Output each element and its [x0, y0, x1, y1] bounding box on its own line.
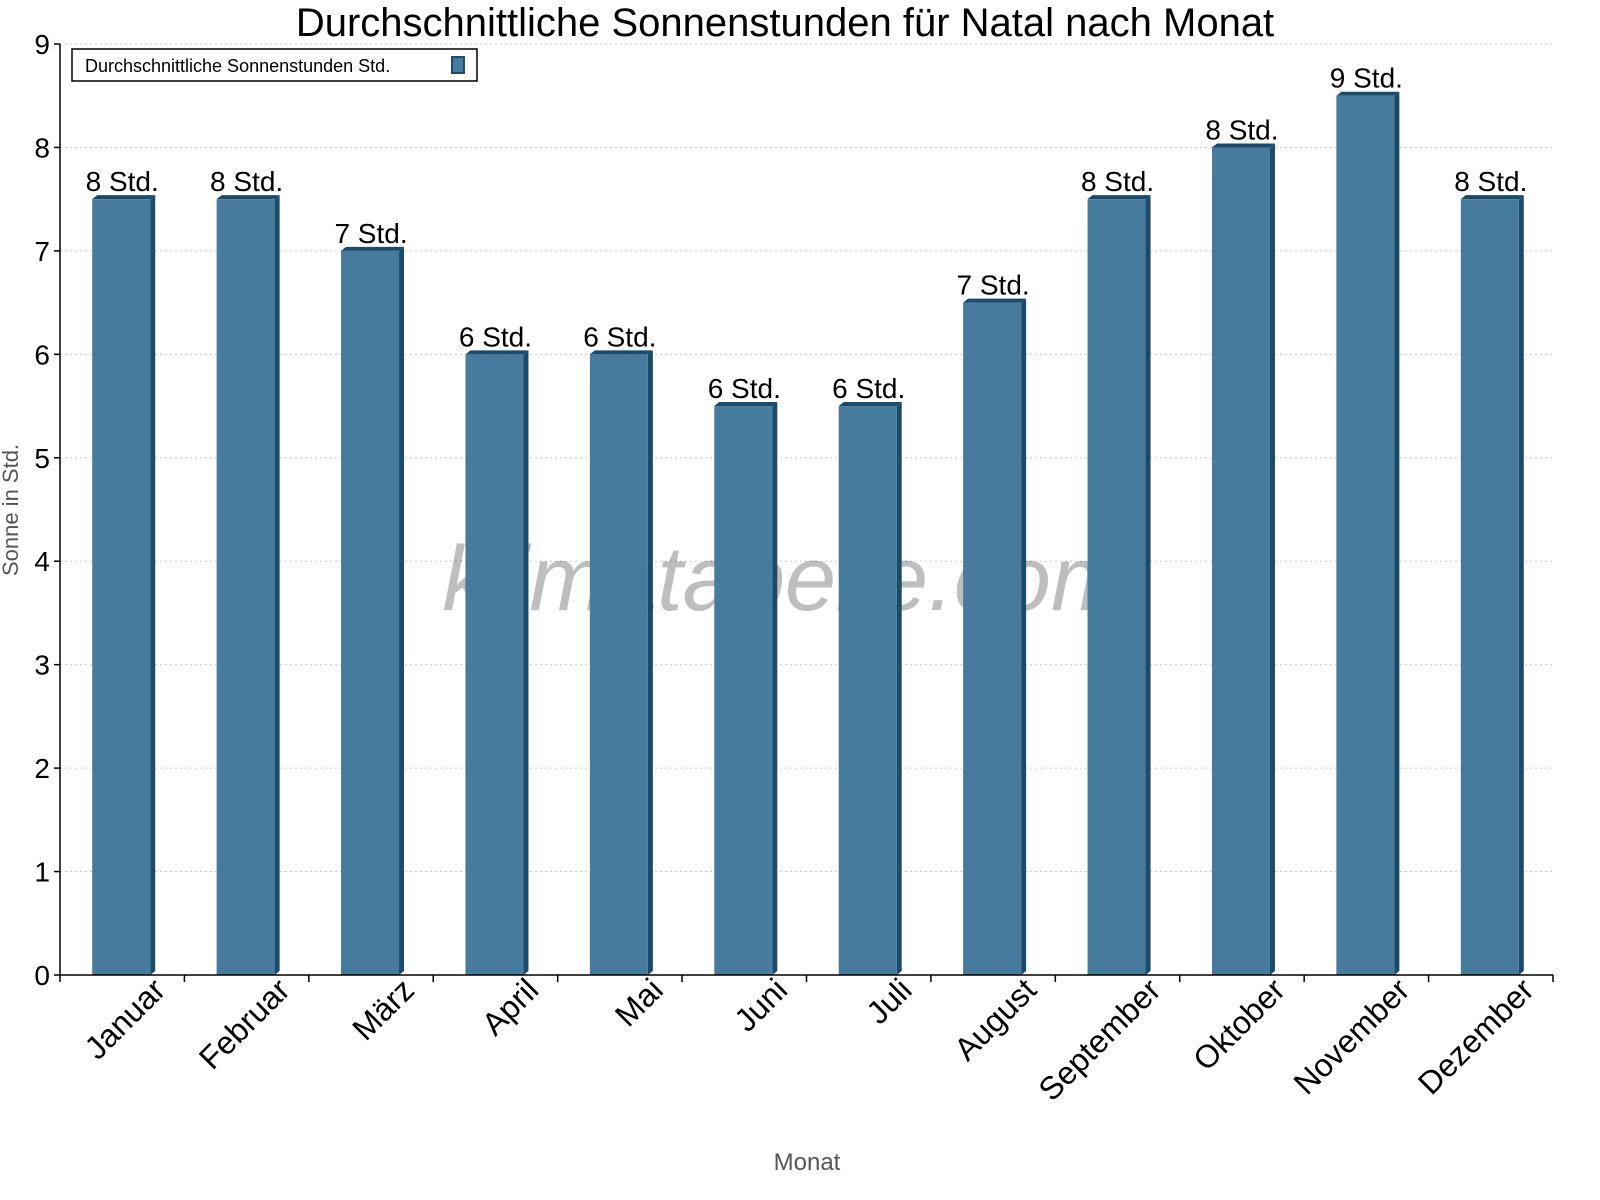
- bar-side: [1021, 298, 1027, 976]
- bar-side: [647, 350, 653, 975]
- bar: [838, 406, 897, 975]
- x-axis-title: Monat: [774, 1149, 841, 1176]
- bar-top: [92, 195, 156, 200]
- y-tick-label: 5: [34, 443, 50, 474]
- x-tick-label: September: [1031, 971, 1167, 1107]
- y-tick-label: 8: [34, 132, 50, 163]
- bar-top: [1460, 195, 1524, 200]
- bar: [1460, 199, 1519, 975]
- x-tick-label: April: [475, 971, 546, 1042]
- bar-top: [963, 298, 1027, 303]
- x-tick-label: März: [345, 971, 421, 1047]
- bar: [714, 406, 773, 975]
- bar-side: [1269, 143, 1275, 975]
- bar: [1211, 147, 1270, 975]
- legend-swatch: [451, 56, 465, 74]
- data-label: 7 Std.: [334, 218, 407, 249]
- bar: [589, 354, 648, 975]
- data-label: 8 Std.: [210, 166, 283, 197]
- x-tick-label: Dezember: [1411, 971, 1541, 1101]
- bar-side: [274, 195, 280, 975]
- bar-top: [341, 246, 405, 251]
- bar-top: [216, 195, 280, 200]
- bar-top: [589, 350, 653, 355]
- data-label: 8 Std.: [1205, 114, 1278, 145]
- data-label: 9 Std.: [1330, 63, 1403, 94]
- data-label: 8 Std.: [86, 166, 159, 197]
- gridlines: [60, 43, 1553, 873]
- x-tick-label: Mai: [608, 971, 670, 1033]
- y-tick-label: 2: [34, 753, 50, 784]
- x-tick-label: August: [947, 971, 1043, 1067]
- data-label: 7 Std.: [957, 270, 1030, 301]
- y-tick-label: 4: [34, 546, 50, 577]
- legend: Durchschnittliche Sonnenstunden Std.: [71, 48, 478, 82]
- x-tick-label: Juli: [859, 971, 918, 1030]
- data-label: 6 Std.: [708, 373, 781, 404]
- bar-top: [465, 350, 529, 355]
- x-tick-label: Februar: [192, 971, 297, 1076]
- chart-title: Durchschnittliche Sonnenstunden für Nata…: [296, 1, 1274, 45]
- y-tick-label: 7: [34, 236, 50, 267]
- data-label: 8 Std.: [1454, 166, 1527, 197]
- bar-side: [772, 402, 778, 975]
- bar-top: [714, 402, 778, 407]
- bar-top: [1336, 91, 1400, 96]
- x-tick-label: Juni: [727, 971, 794, 1038]
- data-label: 8 Std.: [1081, 166, 1154, 197]
- bar: [963, 302, 1022, 976]
- bar-side: [896, 402, 902, 975]
- legend-label: Durchschnittliche Sonnenstunden Std.: [85, 56, 390, 76]
- bar-side: [1145, 195, 1151, 975]
- bar-side: [150, 195, 156, 975]
- y-tick-label: 9: [34, 29, 50, 60]
- bar: [465, 354, 524, 975]
- bar-top: [1087, 195, 1151, 200]
- y-tick-label: 1: [34, 857, 50, 888]
- bar: [1087, 199, 1146, 975]
- x-tick-label: Oktober: [1186, 971, 1292, 1077]
- bar-side: [1394, 91, 1400, 975]
- x-tick-label: Januar: [78, 971, 173, 1066]
- bar-top: [1211, 143, 1275, 148]
- bar: [341, 250, 400, 975]
- bar-top: [838, 402, 902, 407]
- y-tick-label: 3: [34, 650, 50, 681]
- bar: [1336, 95, 1395, 975]
- data-label: 6 Std.: [832, 373, 905, 404]
- bar-side: [1518, 195, 1524, 975]
- data-label: 6 Std.: [583, 321, 656, 352]
- y-tick-label: 0: [34, 960, 50, 991]
- bars: 8 Std. 8 Std. 7 Std. 6 Std. 6 Std. 6 Std. 6 St…: [86, 63, 1527, 976]
- bar: [92, 199, 151, 975]
- legend-box: [71, 48, 478, 82]
- data-label: 6 Std.: [459, 321, 532, 352]
- x-tick-label: November: [1286, 971, 1416, 1101]
- y-tick-label: 6: [34, 339, 50, 370]
- y-axis-title: Sonne in Std.: [0, 444, 23, 576]
- bar: [216, 199, 275, 975]
- bar-side: [399, 246, 405, 975]
- bar-side: [523, 350, 529, 975]
